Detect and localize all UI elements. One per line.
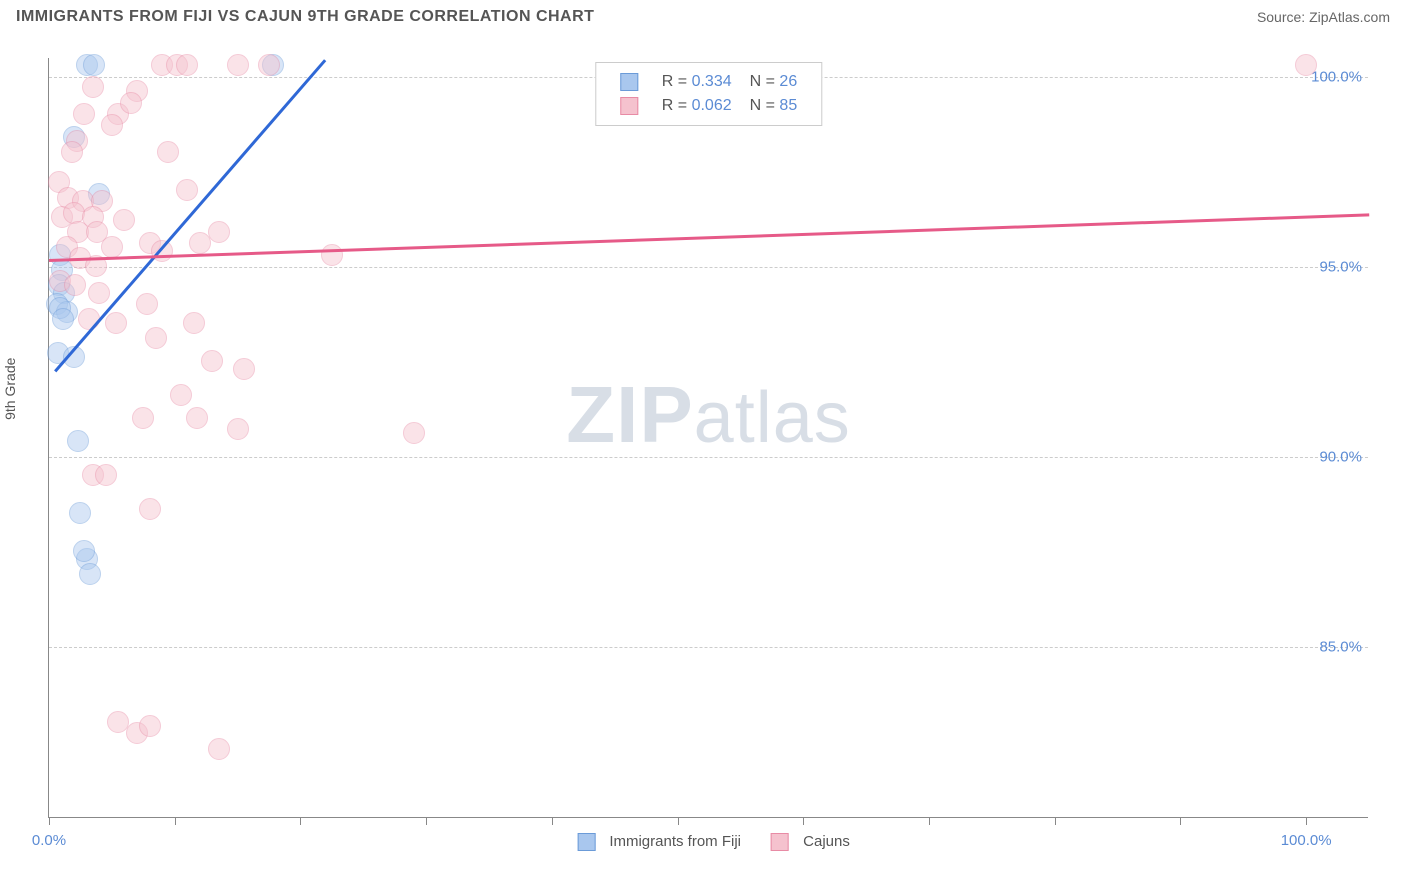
y-tick-label: 95.0% [1319,259,1362,276]
x-tick [1306,817,1307,825]
data-point [83,54,105,76]
data-point [157,141,179,163]
data-point [120,92,142,114]
x-tick-label: 0.0% [32,832,66,849]
data-point [145,327,167,349]
data-point [139,715,161,737]
data-point [88,282,110,304]
data-point [321,244,343,266]
data-point [189,232,211,254]
data-point [67,430,89,452]
data-point [61,141,83,163]
data-point [139,498,161,520]
data-point [95,464,117,486]
x-tick [49,817,50,825]
series-legend: Immigrants from Fiji Cajuns [557,833,860,851]
data-point [105,312,127,334]
data-point [101,114,123,136]
x-tick [678,817,679,825]
data-point [113,209,135,231]
data-point [186,407,208,429]
data-point [101,236,123,258]
data-point [183,312,205,334]
data-point [73,540,95,562]
y-tick-label: 90.0% [1319,449,1362,466]
gridline [49,267,1368,268]
data-point [233,358,255,380]
data-point [136,293,158,315]
data-point [1295,54,1317,76]
x-tick [1055,817,1056,825]
data-point [69,502,91,524]
gridline [49,647,1368,648]
x-tick [929,817,930,825]
data-point [227,418,249,440]
y-tick-label: 85.0% [1319,639,1362,656]
data-point [403,422,425,444]
data-point [176,54,198,76]
x-tick [175,817,176,825]
x-tick [1180,817,1181,825]
x-tick [803,817,804,825]
trend-line [49,214,1369,262]
gridline [49,457,1368,458]
chart-title: IMMIGRANTS FROM FIJI VS CAJUN 9TH GRADE … [16,8,594,26]
watermark: ZIPatlas [566,369,851,461]
data-point [73,103,95,125]
data-point [201,350,223,372]
x-tick [426,817,427,825]
data-point [208,221,230,243]
data-point [132,407,154,429]
data-point [79,563,101,585]
chart-container: 9th Grade ZIPatlas 85.0%90.0%95.0%100.0%… [40,48,1390,838]
data-point [227,54,249,76]
x-tick-label: 100.0% [1281,832,1332,849]
data-point [176,179,198,201]
x-tick [300,817,301,825]
plot-area: ZIPatlas 85.0%90.0%95.0%100.0%0.0%100.0%… [48,58,1368,818]
x-tick [552,817,553,825]
data-point [258,54,280,76]
data-point [64,274,86,296]
data-point [52,308,74,330]
data-point [208,738,230,760]
y-tick-label: 100.0% [1311,69,1362,86]
source-label: Source: ZipAtlas.com [1257,9,1390,25]
data-point [82,76,104,98]
correlation-legend: R = 0.334N = 26R = 0.062N = 85 [595,62,822,126]
y-axis-label: 9th Grade [2,358,18,420]
data-point [170,384,192,406]
